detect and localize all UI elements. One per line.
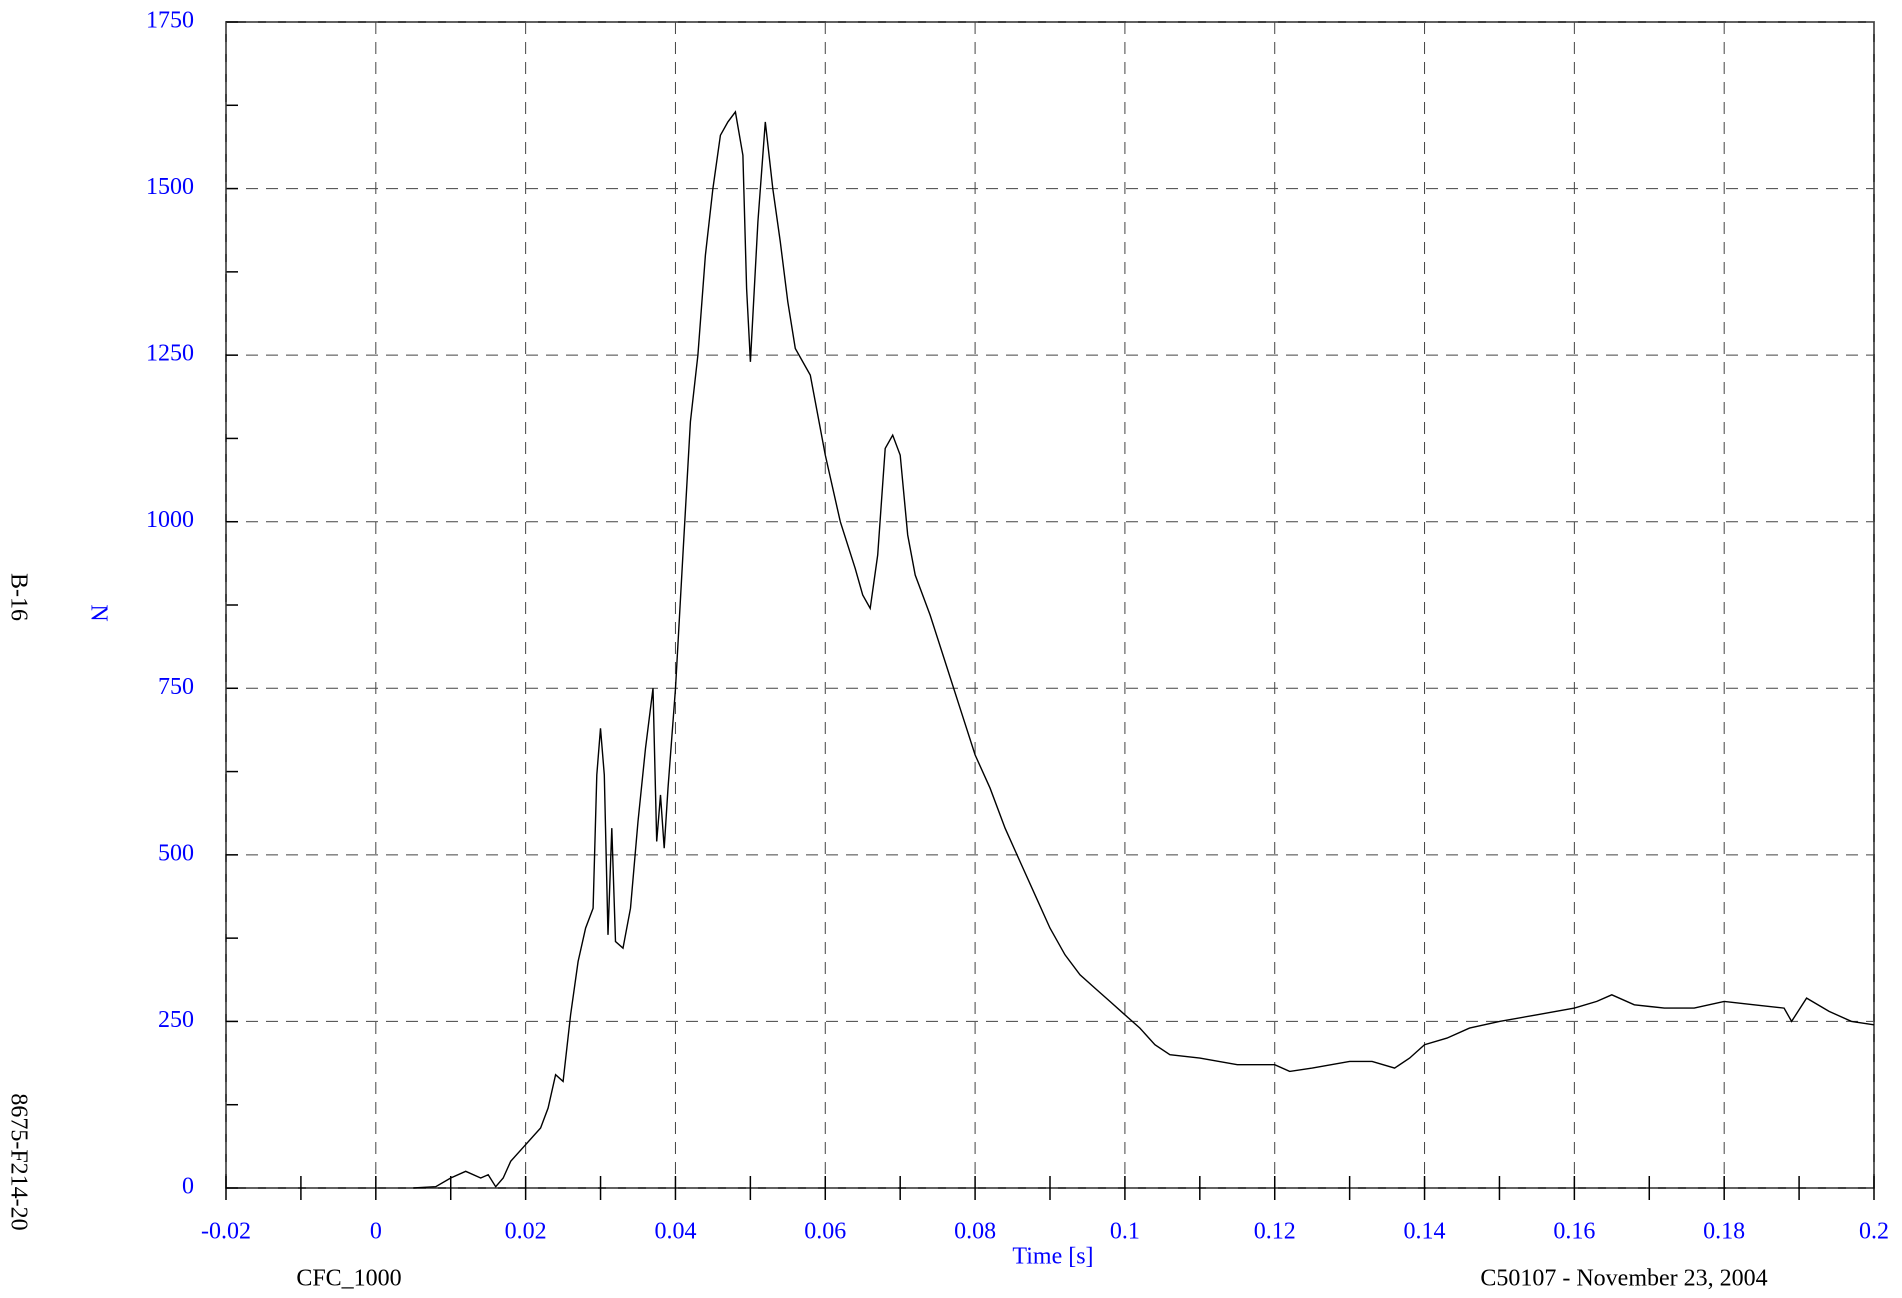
x-tick-label: 0.16 (1553, 1219, 1595, 1245)
y-tick-label: 1750 (146, 8, 194, 34)
x-tick-label: 0.14 (1404, 1219, 1446, 1245)
x-tick-label: 0.06 (804, 1219, 846, 1245)
y-tick-label: 500 (158, 840, 194, 866)
x-tick-label: 0 (370, 1219, 382, 1245)
x-tick-label: 0.04 (654, 1219, 696, 1245)
side-label: B-16 (5, 573, 31, 621)
y-tick-label: 1000 (146, 507, 194, 533)
footer-left: CFC_1000 (296, 1266, 401, 1292)
x-tick-label: 0.08 (954, 1219, 996, 1245)
x-tick-label: 0.12 (1254, 1219, 1296, 1245)
x-tick-label: 0.02 (505, 1219, 547, 1245)
footer-right: C50107 - November 23, 2004 (1480, 1266, 1767, 1292)
y-tick-label: 1500 (146, 174, 194, 200)
x-tick-label: -0.02 (201, 1219, 251, 1245)
y-axis-label: N (85, 604, 111, 621)
side-label: 8675-F214-20 (5, 1093, 31, 1230)
data-line (413, 110, 1875, 1189)
y-tick-label: 250 (158, 1007, 194, 1033)
x-tick-label: 0.2 (1859, 1219, 1889, 1245)
y-tick-label: 1250 (146, 341, 194, 367)
x-tick-label: 0.1 (1110, 1219, 1140, 1245)
x-tick-label: 0.18 (1703, 1219, 1745, 1245)
y-tick-label: 750 (158, 674, 194, 700)
plot-frame (225, 21, 1875, 1189)
x-axis-label: Time [s] (1012, 1244, 1093, 1270)
y-tick-label: 0 (182, 1174, 194, 1200)
